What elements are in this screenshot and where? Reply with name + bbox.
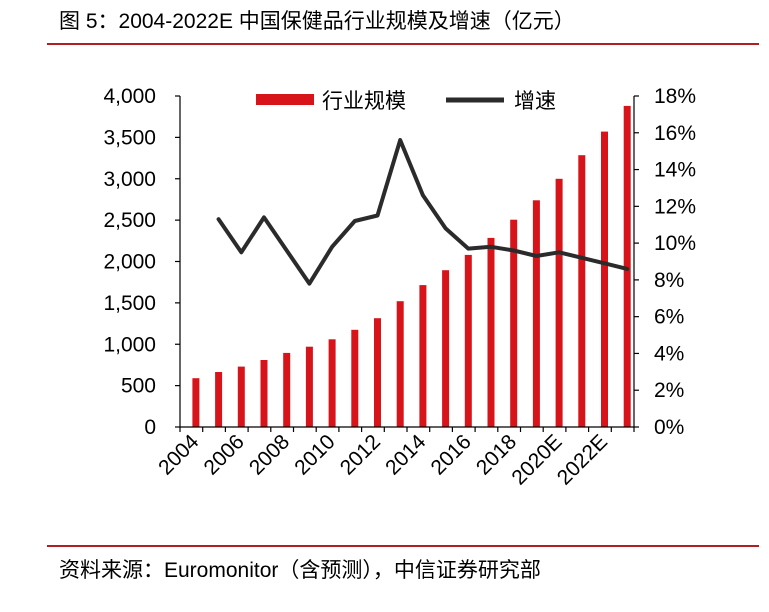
y-right-tick-label: 16%	[654, 122, 696, 145]
y-left-tick-label: 500	[121, 375, 156, 398]
bar-2014	[419, 285, 427, 427]
y-right-tick-label: 10%	[654, 232, 696, 255]
bar-2022E	[601, 131, 608, 427]
legend-swatch-bar	[256, 94, 314, 105]
growth-line	[216, 138, 630, 286]
line-layer	[216, 138, 630, 286]
bar-2008	[283, 352, 291, 427]
y-right-tick-label: 4%	[654, 342, 684, 365]
bar-2016	[464, 254, 472, 427]
source-divider	[47, 545, 759, 547]
bar-2019	[532, 200, 540, 427]
bar-line-chart: 0 500 1,000 1,500 2,000 2,500 3,000 3,500 4,000 0…	[103, 85, 696, 489]
bar-2021E	[578, 155, 586, 427]
bar-2007	[260, 360, 268, 427]
bar-2015	[442, 270, 450, 427]
bar-2017	[487, 237, 495, 427]
y-right-tick-label: 8%	[654, 269, 684, 292]
y-left-tick-label: 2,500	[103, 209, 156, 232]
bar-2006	[237, 366, 245, 427]
y-left-tick-label: 3,500	[103, 126, 156, 149]
y-left-tick-label: 4,000	[103, 85, 156, 108]
y-left-tick-label: 2,000	[103, 251, 156, 274]
x-tick-label: 2004	[154, 430, 204, 480]
x-tick-label: 2006	[200, 430, 249, 479]
y-right-tick-label: 2%	[654, 379, 684, 402]
y-right-tick-label: 0%	[654, 416, 684, 439]
y-right-tick-label: 12%	[654, 195, 696, 218]
bar-2009	[305, 346, 313, 427]
bar-2011	[351, 329, 359, 427]
y-right-tick-label: 18%	[654, 85, 696, 108]
y-right-tick-label: 6%	[654, 306, 684, 329]
x-tick-label: 2008	[245, 430, 294, 479]
title-divider	[47, 43, 759, 45]
bar-2018	[510, 219, 518, 427]
y-left-tick-label: 0	[144, 416, 156, 439]
y-right-tick-label: 14%	[654, 159, 696, 182]
bar-2005	[215, 372, 223, 427]
legend: 行业规模 增速	[256, 90, 556, 113]
source-note: 资料来源：Euromonitor（含预测），中信证券研究部	[59, 559, 541, 582]
legend-label-bar: 行业规模	[322, 90, 406, 113]
x-tick-label: 2014	[381, 430, 431, 480]
x-tick-label: 2020E	[507, 430, 566, 489]
bar-2004	[192, 378, 200, 427]
bar-2013	[396, 301, 404, 427]
chart-title: 图 5：2004-2022E 中国保健品行业规模及增速（亿元）	[59, 10, 575, 33]
bar-2020E	[555, 178, 563, 428]
y-left-tick-label: 3,000	[103, 168, 156, 191]
legend-label-line: 增速	[514, 90, 556, 113]
y-left-tick-label: 1,500	[103, 292, 156, 315]
y-left-tick-label: 1,000	[103, 333, 156, 356]
bar-2012	[374, 318, 381, 427]
x-tick-label: 2010	[290, 430, 339, 479]
x-tick-label: 2022E	[553, 430, 612, 489]
x-tick-label: 2016	[427, 430, 476, 479]
bar-2010	[328, 339, 336, 427]
x-tick-label: 2012	[336, 430, 385, 479]
bars-layer	[192, 105, 631, 428]
bar-undefined	[623, 105, 631, 428]
